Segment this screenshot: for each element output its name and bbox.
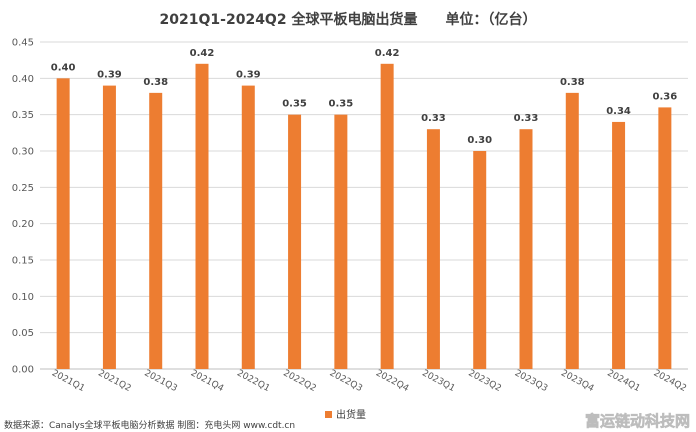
bar-2024Q1 (612, 121, 626, 369)
legend-label: 出货量 (336, 408, 366, 421)
legend: 出货量 (325, 408, 366, 421)
bar-2021Q1 (56, 78, 70, 369)
y-tick-label: 0.40 (12, 74, 34, 85)
source-note: 数据来源：Canalys全球平板电脑分析数据 制图：充电头网 www.cdt.c… (4, 419, 295, 431)
y-tick-label: 0.05 (12, 328, 34, 339)
bar-2021Q2 (102, 85, 116, 369)
y-tick-label: 0.45 (12, 38, 34, 49)
y-tick-label: 0.10 (12, 292, 34, 303)
x-tick-label: 2022Q1 (235, 368, 271, 394)
bar-2022Q2 (288, 114, 302, 370)
data-label-2021Q4: 0.42 (190, 48, 215, 59)
bar-2023Q4 (565, 92, 579, 369)
bar-2022Q3 (334, 114, 348, 370)
bar-2021Q3 (149, 92, 163, 369)
bar-2024Q2 (658, 107, 672, 370)
x-axis-ticks: 2021Q1 2021Q2 2021Q3 2021Q4 2022Q1 2022Q2 2022… (50, 368, 688, 394)
y-tick-label: 0.20 (12, 219, 34, 230)
data-labels: 0.40 0.39 0.38 0.42 0.39 0.35 0.35 0.42 0.33 0.30… (51, 48, 677, 146)
bar-2022Q1 (241, 85, 255, 369)
x-tick-label: 2024Q1 (605, 368, 641, 394)
y-tick-label: 0.25 (12, 183, 34, 194)
y-tick-label: 0.35 (12, 110, 34, 121)
bar-2022Q4 (380, 63, 394, 370)
bar-2021Q4 (195, 63, 209, 370)
bar-2023Q2 (473, 151, 487, 369)
watermark: 富运链动科技网 (585, 412, 690, 430)
data-label-2022Q3: 0.35 (329, 99, 354, 110)
y-tick-label: 0.15 (12, 256, 34, 267)
y-axis-ticks: 0.00 0.05 0.10 0.15 0.20 0.25 0.30 0.35 0.40 0.45 (12, 38, 34, 376)
y-tick-label: 0.30 (12, 147, 34, 158)
data-label-2021Q2: 0.39 (97, 70, 122, 81)
x-tick-label: 2023Q4 (559, 368, 595, 394)
data-label-2021Q1: 0.40 (51, 62, 76, 73)
legend-swatch (325, 411, 332, 418)
x-tick-label: 2021Q3 (143, 368, 179, 394)
bars (56, 63, 672, 370)
x-tick-label: 2023Q2 (467, 368, 503, 394)
gridlines (40, 41, 688, 334)
x-tick-label: 2021Q2 (96, 368, 132, 394)
x-tick-label: 2022Q4 (374, 368, 410, 394)
x-tick-label: 2021Q1 (50, 368, 86, 394)
data-label-2023Q4: 0.38 (560, 77, 585, 88)
data-label-2024Q1: 0.34 (606, 106, 631, 117)
data-label-2023Q2: 0.30 (467, 135, 492, 146)
x-tick-label: 2021Q4 (189, 368, 225, 394)
data-label-2022Q1: 0.39 (236, 70, 261, 81)
data-label-2022Q4: 0.42 (375, 48, 400, 59)
data-label-2023Q3: 0.33 (514, 113, 539, 124)
data-label-2021Q3: 0.38 (143, 77, 168, 88)
data-label-2023Q1: 0.33 (421, 113, 446, 124)
x-tick-label: 2022Q3 (328, 368, 364, 394)
bar-2023Q3 (519, 129, 533, 369)
y-tick-label: 0.00 (12, 365, 34, 376)
chart-title: 2021Q1-2024Q2 全球平板电脑出货量 单位：（亿台） (160, 11, 537, 28)
data-label-2022Q2: 0.35 (282, 99, 307, 110)
x-tick-label: 2023Q3 (513, 368, 549, 394)
x-tick-label: 2023Q1 (420, 368, 456, 394)
bar-2023Q1 (426, 129, 440, 369)
x-tick-label: 2022Q2 (281, 368, 317, 394)
data-label-2024Q2: 0.36 (653, 91, 678, 102)
x-tick-label: 2024Q2 (652, 368, 688, 394)
